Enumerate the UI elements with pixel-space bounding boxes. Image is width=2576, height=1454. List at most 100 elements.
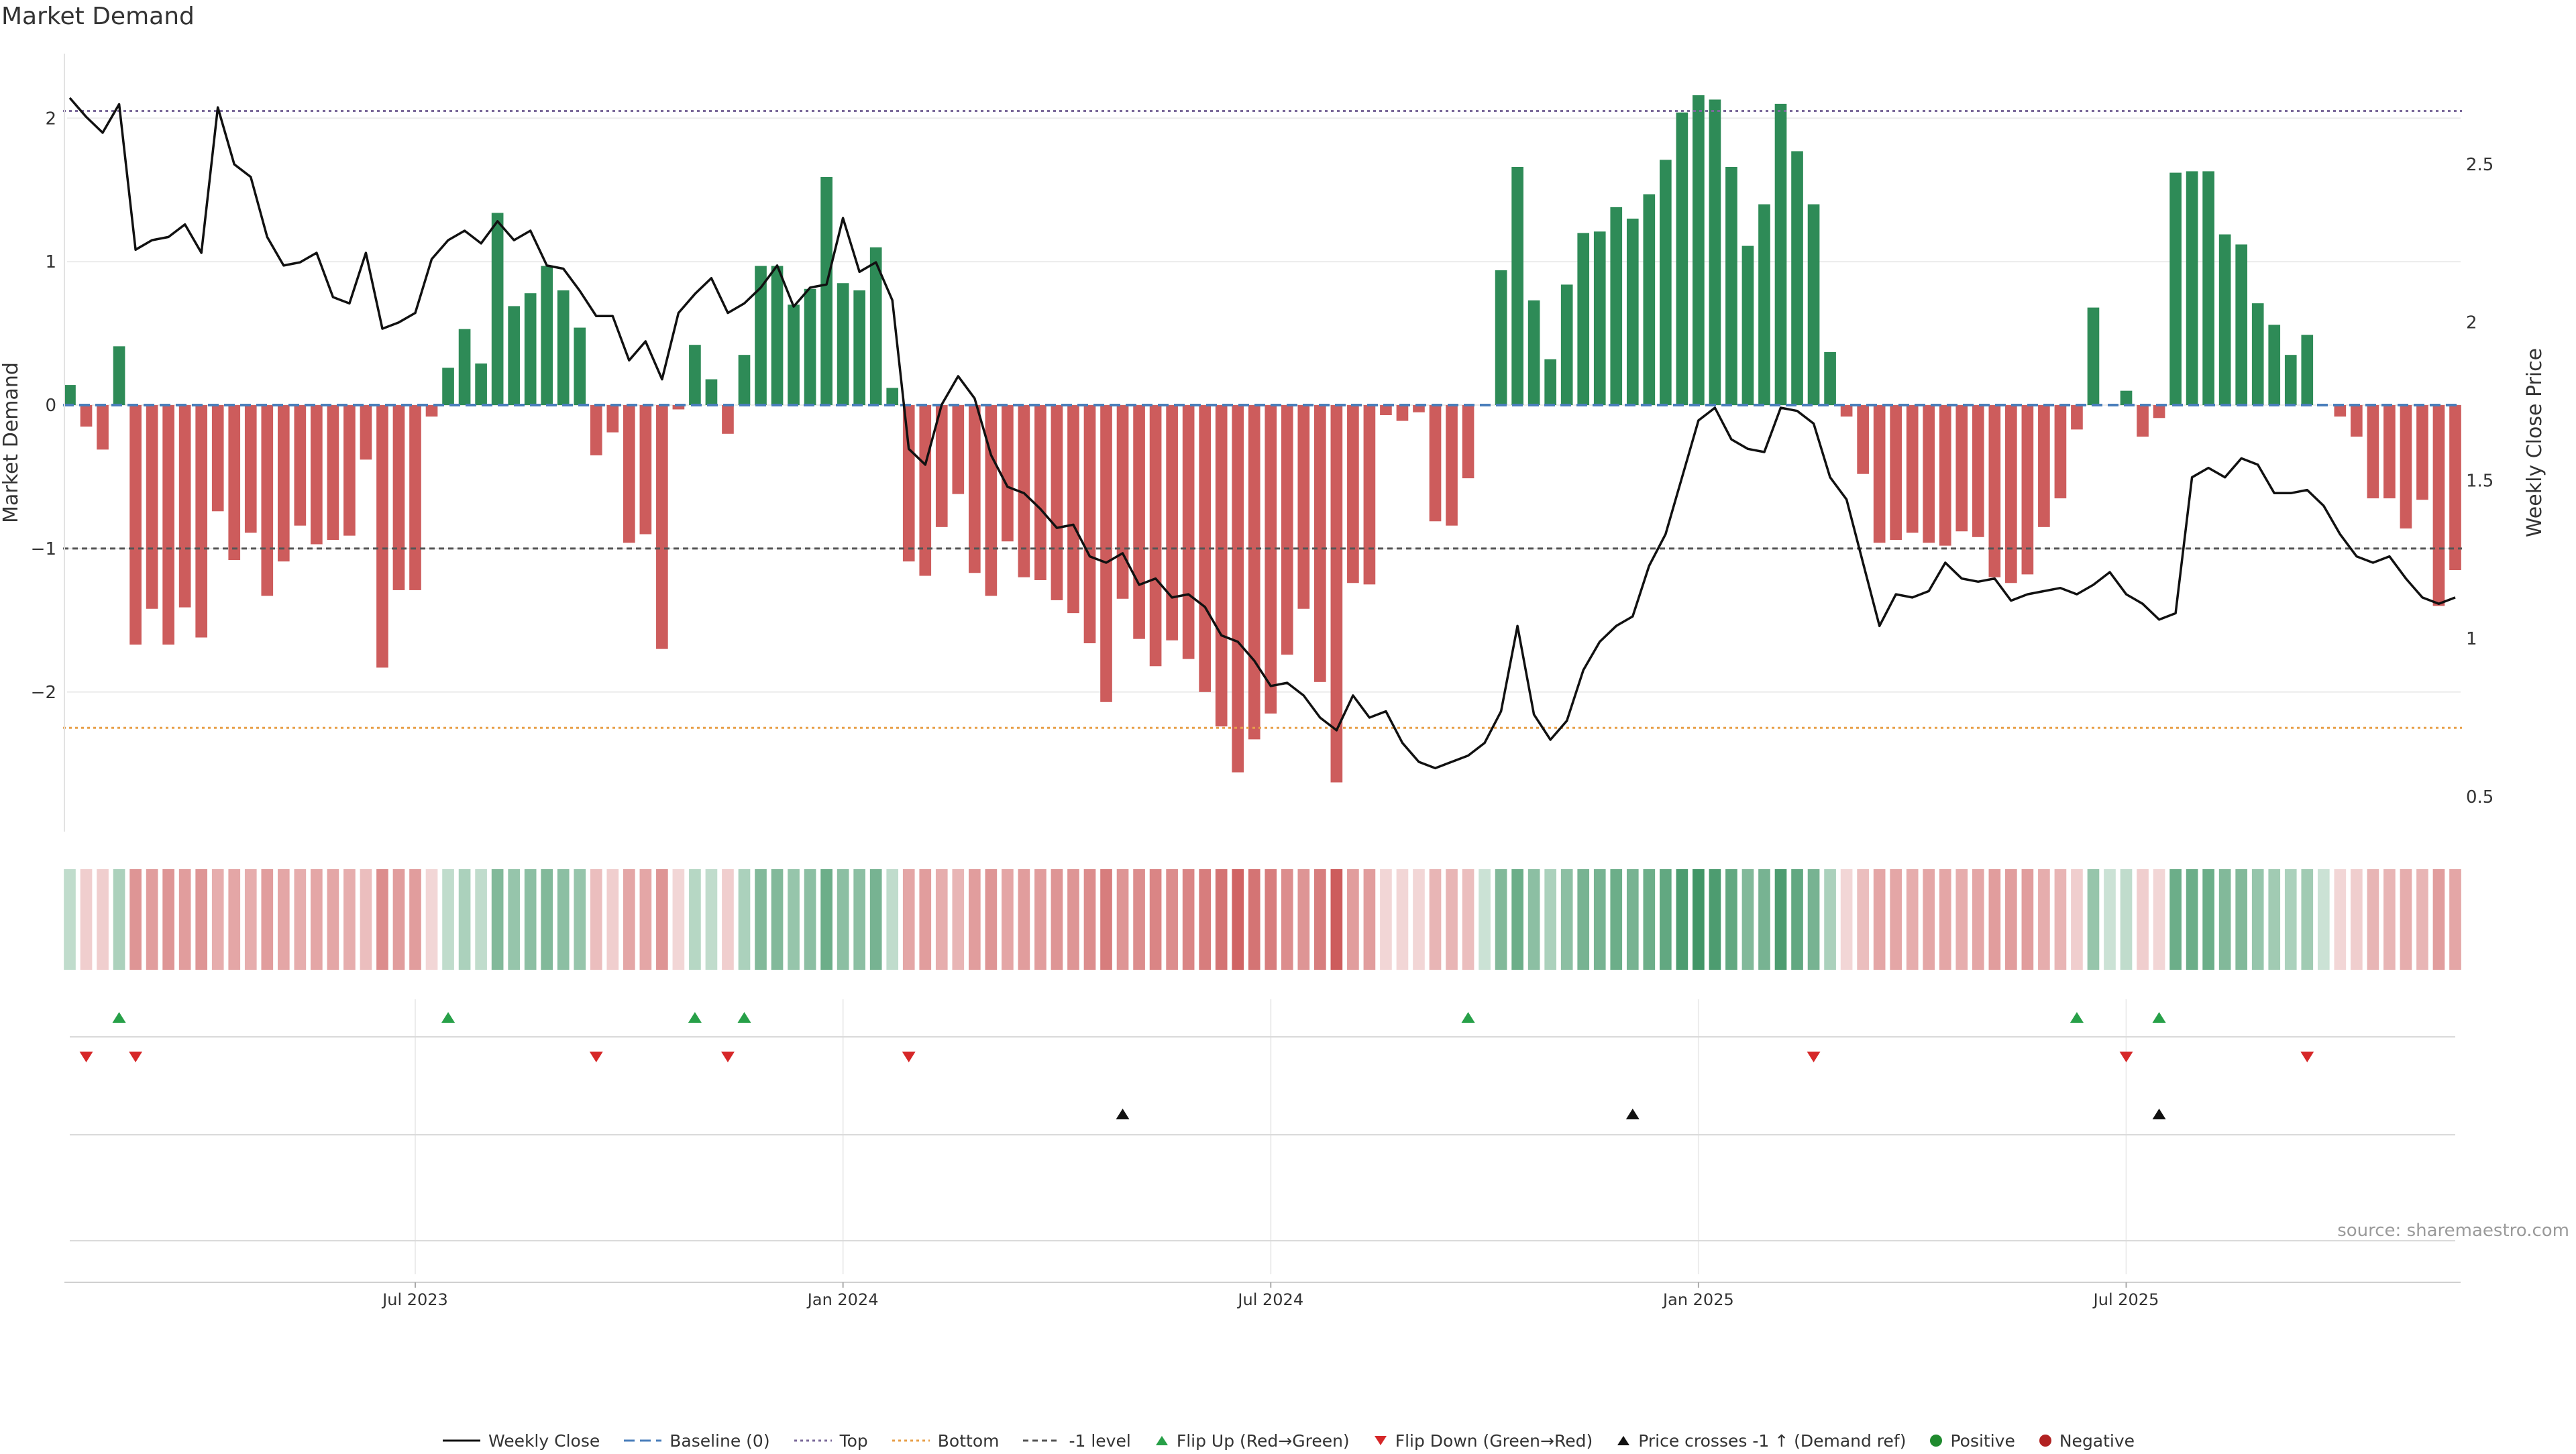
negative-demand-bar xyxy=(1051,405,1063,600)
heat-strip-cell xyxy=(541,869,553,970)
negative-demand-bar xyxy=(1281,405,1293,655)
legend-label: Flip Down (Green→Red) xyxy=(1395,1431,1593,1451)
negative-demand-bar xyxy=(2137,405,2149,437)
heat-strip-cell xyxy=(1429,869,1442,970)
heat-strip-cell xyxy=(574,869,586,970)
heat-strip-cell xyxy=(376,869,388,970)
heat-strip-cell xyxy=(1741,869,1754,970)
negative-demand-bar xyxy=(1116,405,1129,599)
heat-strip-cell xyxy=(2317,869,2330,970)
heat-strip-cell xyxy=(2087,869,2100,970)
negative-demand-bar xyxy=(1067,405,1079,614)
left-tick-label: −2 xyxy=(31,683,56,703)
negative-demand-bar xyxy=(1923,405,1935,543)
heat-strip-cell xyxy=(2218,869,2231,970)
negative-demand-bar xyxy=(1840,405,1853,417)
positive-demand-bar xyxy=(1593,231,1606,406)
negative-demand-bar xyxy=(623,405,635,543)
heat-strip-cell xyxy=(311,869,323,970)
positive-demand-bar xyxy=(475,364,487,406)
positive-demand-bar xyxy=(442,368,454,406)
negative-demand-bar xyxy=(1330,405,1343,783)
heat-strip-cell xyxy=(771,869,784,970)
heat-strip-cell xyxy=(1676,869,1688,970)
heat-strip-cell xyxy=(1857,869,1869,970)
heat-strip-cell xyxy=(1626,869,1639,970)
positive-demand-bar xyxy=(2169,172,2182,406)
reference-levels xyxy=(63,110,2462,729)
heat-strip-cell xyxy=(2400,869,2412,970)
heat-strip-cell xyxy=(1413,869,1425,970)
x-tick-label: Jan 2025 xyxy=(1662,1290,1734,1309)
x-tick-label: Jul 2024 xyxy=(1236,1290,1303,1309)
heat-strip-cell xyxy=(606,869,619,970)
flip-down-marker xyxy=(720,1052,735,1062)
price-cross-marker xyxy=(1625,1109,1640,1119)
legend-flip-down: Flip Down (Green→Red) xyxy=(1373,1431,1593,1451)
heat-strip-cell xyxy=(442,869,454,970)
negative-demand-bar xyxy=(1446,405,1458,526)
heat-strip-cell xyxy=(113,869,125,970)
negative-demand-bar xyxy=(1347,405,1359,583)
heat-strip-cell xyxy=(935,869,948,970)
legend-label: Weekly Close xyxy=(488,1431,600,1451)
heat-strip-cell xyxy=(294,869,307,970)
left-tick-label: −1 xyxy=(31,539,56,559)
x-tick-label: Jan 2024 xyxy=(806,1290,879,1309)
heat-strip-cell xyxy=(1182,869,1195,970)
heat-strip-cell xyxy=(886,869,899,970)
heat-strip-cell xyxy=(1199,869,1211,970)
negative-demand-bar xyxy=(1149,405,1162,667)
heat-strip-cell xyxy=(1527,869,1540,970)
positive-demand-bar xyxy=(1643,194,1656,406)
heat-strip-cell xyxy=(837,869,849,970)
heat-strip-cell xyxy=(1544,869,1557,970)
heat-strip-cell xyxy=(1972,869,1984,970)
negative-demand-bar xyxy=(2400,405,2412,528)
heat-strip-cell xyxy=(409,869,421,970)
heat-strip-cell xyxy=(2186,869,2198,970)
negative-demand-bar xyxy=(178,405,191,608)
heat-strip-cell xyxy=(2367,869,2379,970)
heat-strip-cell xyxy=(392,869,405,970)
heat-strip-cell xyxy=(1643,869,1656,970)
negative-demand-bar xyxy=(1265,405,1277,714)
negative-demand-bar xyxy=(1232,405,1244,773)
positive-demand-bar xyxy=(1626,218,1639,406)
positive-demand-bar xyxy=(771,266,784,406)
heat-strip-cell xyxy=(2137,869,2149,970)
negative-demand-bar xyxy=(2021,405,2034,575)
positive-demand-bar xyxy=(1610,207,1623,406)
heat-strip-cell xyxy=(1610,869,1623,970)
negative-demand-bar xyxy=(2449,405,2461,570)
positive-demand-bar xyxy=(1544,359,1557,406)
heat-strip-cell xyxy=(1560,869,1573,970)
positive-demand-bar xyxy=(524,293,537,406)
legend-price-cross: Price crosses -1 ↑ (Demand ref) xyxy=(1615,1431,1906,1451)
positive-demand-bar xyxy=(1741,245,1754,406)
positive-demand-bar xyxy=(2087,307,2100,406)
positive-demand-bar xyxy=(557,290,570,406)
heat-strip-cell xyxy=(425,869,438,970)
heat-strip-cell xyxy=(1906,869,1919,970)
heat-strip-cell xyxy=(1923,869,1935,970)
heat-strip-cell xyxy=(672,869,685,970)
negative-demand-bar xyxy=(2005,405,2017,583)
heat-strip-cell xyxy=(1660,869,1672,970)
negative-demand-bar xyxy=(277,405,290,562)
heat-strip-cell xyxy=(1018,869,1030,970)
legend-label: Positive xyxy=(1950,1431,2015,1451)
positive-demand-bar xyxy=(1495,270,1507,406)
heat-strip-cell xyxy=(1116,869,1129,970)
negative-demand-bar xyxy=(1182,405,1195,659)
positive-demand-bar xyxy=(886,388,899,406)
negative-demand-bar xyxy=(1166,405,1178,640)
legend-label: Negative xyxy=(2059,1431,2135,1451)
heat-strip-cell xyxy=(277,869,290,970)
heat-strip-cell xyxy=(327,869,339,970)
positive-demand-bar xyxy=(755,266,767,406)
negative-demand-bar xyxy=(919,405,932,576)
heat-strip-cell xyxy=(2169,869,2182,970)
negative-demand-bar xyxy=(1380,405,1392,415)
heat-strip-cell xyxy=(2054,869,2067,970)
